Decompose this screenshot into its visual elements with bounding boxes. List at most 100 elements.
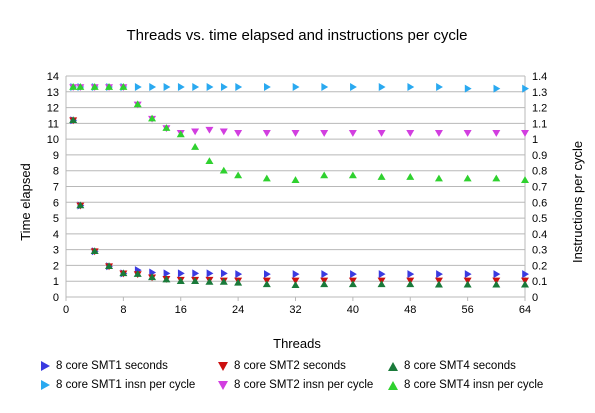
y-tick-label: 12	[47, 103, 59, 115]
data-point	[291, 130, 300, 137]
data-point	[90, 247, 99, 255]
y2-tick-label: 0.5	[532, 213, 547, 225]
legend-item-smt4-seconds: 8 core SMT4 seconds	[388, 360, 516, 372]
data-point	[162, 124, 171, 131]
data-point	[320, 280, 329, 288]
y-tick-label: 2	[53, 260, 59, 272]
data-point	[350, 270, 357, 279]
y2-tick-label: 1.1	[532, 118, 547, 130]
legend-item-smt2-seconds: 8 core SMT2 seconds	[218, 360, 346, 372]
data-point	[206, 269, 214, 278]
data-point	[76, 83, 85, 90]
legend-marker-smt2-seconds	[218, 362, 228, 371]
series-1	[69, 117, 529, 285]
data-point	[463, 130, 472, 137]
data-point	[377, 173, 386, 180]
marker-layer	[69, 83, 529, 288]
y-tick-label: 0	[53, 292, 59, 304]
data-point	[234, 130, 243, 137]
data-point	[133, 100, 142, 108]
data-point	[176, 130, 185, 138]
data-point	[191, 128, 200, 136]
y2-tick-label: 0.9	[532, 150, 547, 162]
series-5	[69, 83, 529, 183]
data-point	[291, 277, 300, 285]
data-point	[176, 277, 185, 285]
data-point	[321, 83, 329, 92]
data-point	[434, 280, 443, 288]
data-point	[220, 83, 228, 92]
data-point	[262, 130, 271, 137]
legend-marker-smt2-ipc	[218, 381, 228, 390]
data-point	[492, 130, 501, 137]
data-point	[177, 269, 185, 278]
legend-marker-smt4-ipc	[388, 381, 398, 390]
y2-tick-label: 1.4	[532, 71, 547, 83]
data-point	[205, 278, 214, 285]
data-point	[436, 270, 443, 279]
x-tick-label: 64	[519, 304, 531, 316]
x-tick-label: 0	[63, 304, 69, 316]
data-point	[492, 280, 501, 288]
y-axis-label: Time elapsed	[18, 163, 33, 241]
data-point	[219, 128, 228, 136]
data-point	[133, 270, 142, 277]
data-point	[463, 280, 472, 288]
y2-tick-label: 0.2	[532, 260, 547, 272]
data-point	[149, 83, 157, 92]
legend-label-smt4-ipc: 8 core SMT4 insn per cycle	[404, 379, 544, 391]
data-point	[177, 83, 185, 92]
data-point	[264, 83, 271, 92]
data-point	[163, 269, 171, 278]
data-point	[205, 157, 214, 165]
data-point	[406, 130, 415, 137]
data-point	[205, 126, 214, 134]
legend-label-smt2-ipc: 8 core SMT2 insn per cycle	[234, 379, 374, 391]
data-point	[262, 174, 271, 182]
data-point	[320, 171, 329, 179]
x-tick-label: 32	[289, 304, 301, 316]
data-point	[105, 262, 114, 270]
legend-marker-smt4-seconds	[388, 362, 398, 371]
data-point	[436, 83, 443, 92]
data-point	[464, 270, 472, 279]
data-point	[406, 280, 415, 288]
data-point	[219, 166, 228, 174]
data-point	[291, 176, 300, 183]
y2-tick-label: 0.8	[532, 166, 547, 178]
data-point	[291, 281, 300, 288]
data-point	[321, 270, 329, 279]
data-point	[148, 114, 157, 122]
data-point	[220, 269, 228, 278]
axis-layer: 0 01 0.12 0.23 0.34 0.45 0.56 0.67 0.78 0.89 0.910…	[47, 71, 548, 316]
y-tick-label: 3	[53, 245, 59, 257]
data-point	[119, 269, 128, 277]
x-tick-label: 16	[175, 304, 187, 316]
y-tick-label: 6	[53, 197, 59, 209]
legend-label-smt2-seconds: 8 core SMT2 seconds	[234, 360, 346, 372]
legend-item-smt2-ipc: 8 core SMT2 insn per cycle	[218, 379, 373, 391]
data-point	[464, 84, 472, 93]
y-tick-label: 1	[53, 276, 59, 288]
y2-tick-label: 0.4	[532, 229, 547, 241]
data-point	[407, 270, 415, 279]
y-tick-label: 14	[47, 71, 59, 83]
grid-layer	[66, 75, 525, 298]
y-tick-label: 5	[53, 213, 59, 225]
data-point	[493, 270, 501, 279]
data-point	[292, 83, 300, 92]
data-point	[219, 278, 228, 285]
data-point	[348, 130, 357, 137]
data-point	[163, 83, 171, 92]
data-point	[348, 280, 357, 288]
y-tick-label: 11	[48, 118, 59, 130]
x-tick-label: 56	[462, 304, 474, 316]
data-point	[105, 83, 114, 90]
data-point	[493, 84, 501, 93]
data-point	[234, 278, 243, 286]
y2-tick-label: 1	[532, 134, 538, 146]
data-point	[264, 270, 271, 279]
y2-tick-label: 0.1	[532, 276, 547, 288]
data-point	[492, 174, 501, 182]
